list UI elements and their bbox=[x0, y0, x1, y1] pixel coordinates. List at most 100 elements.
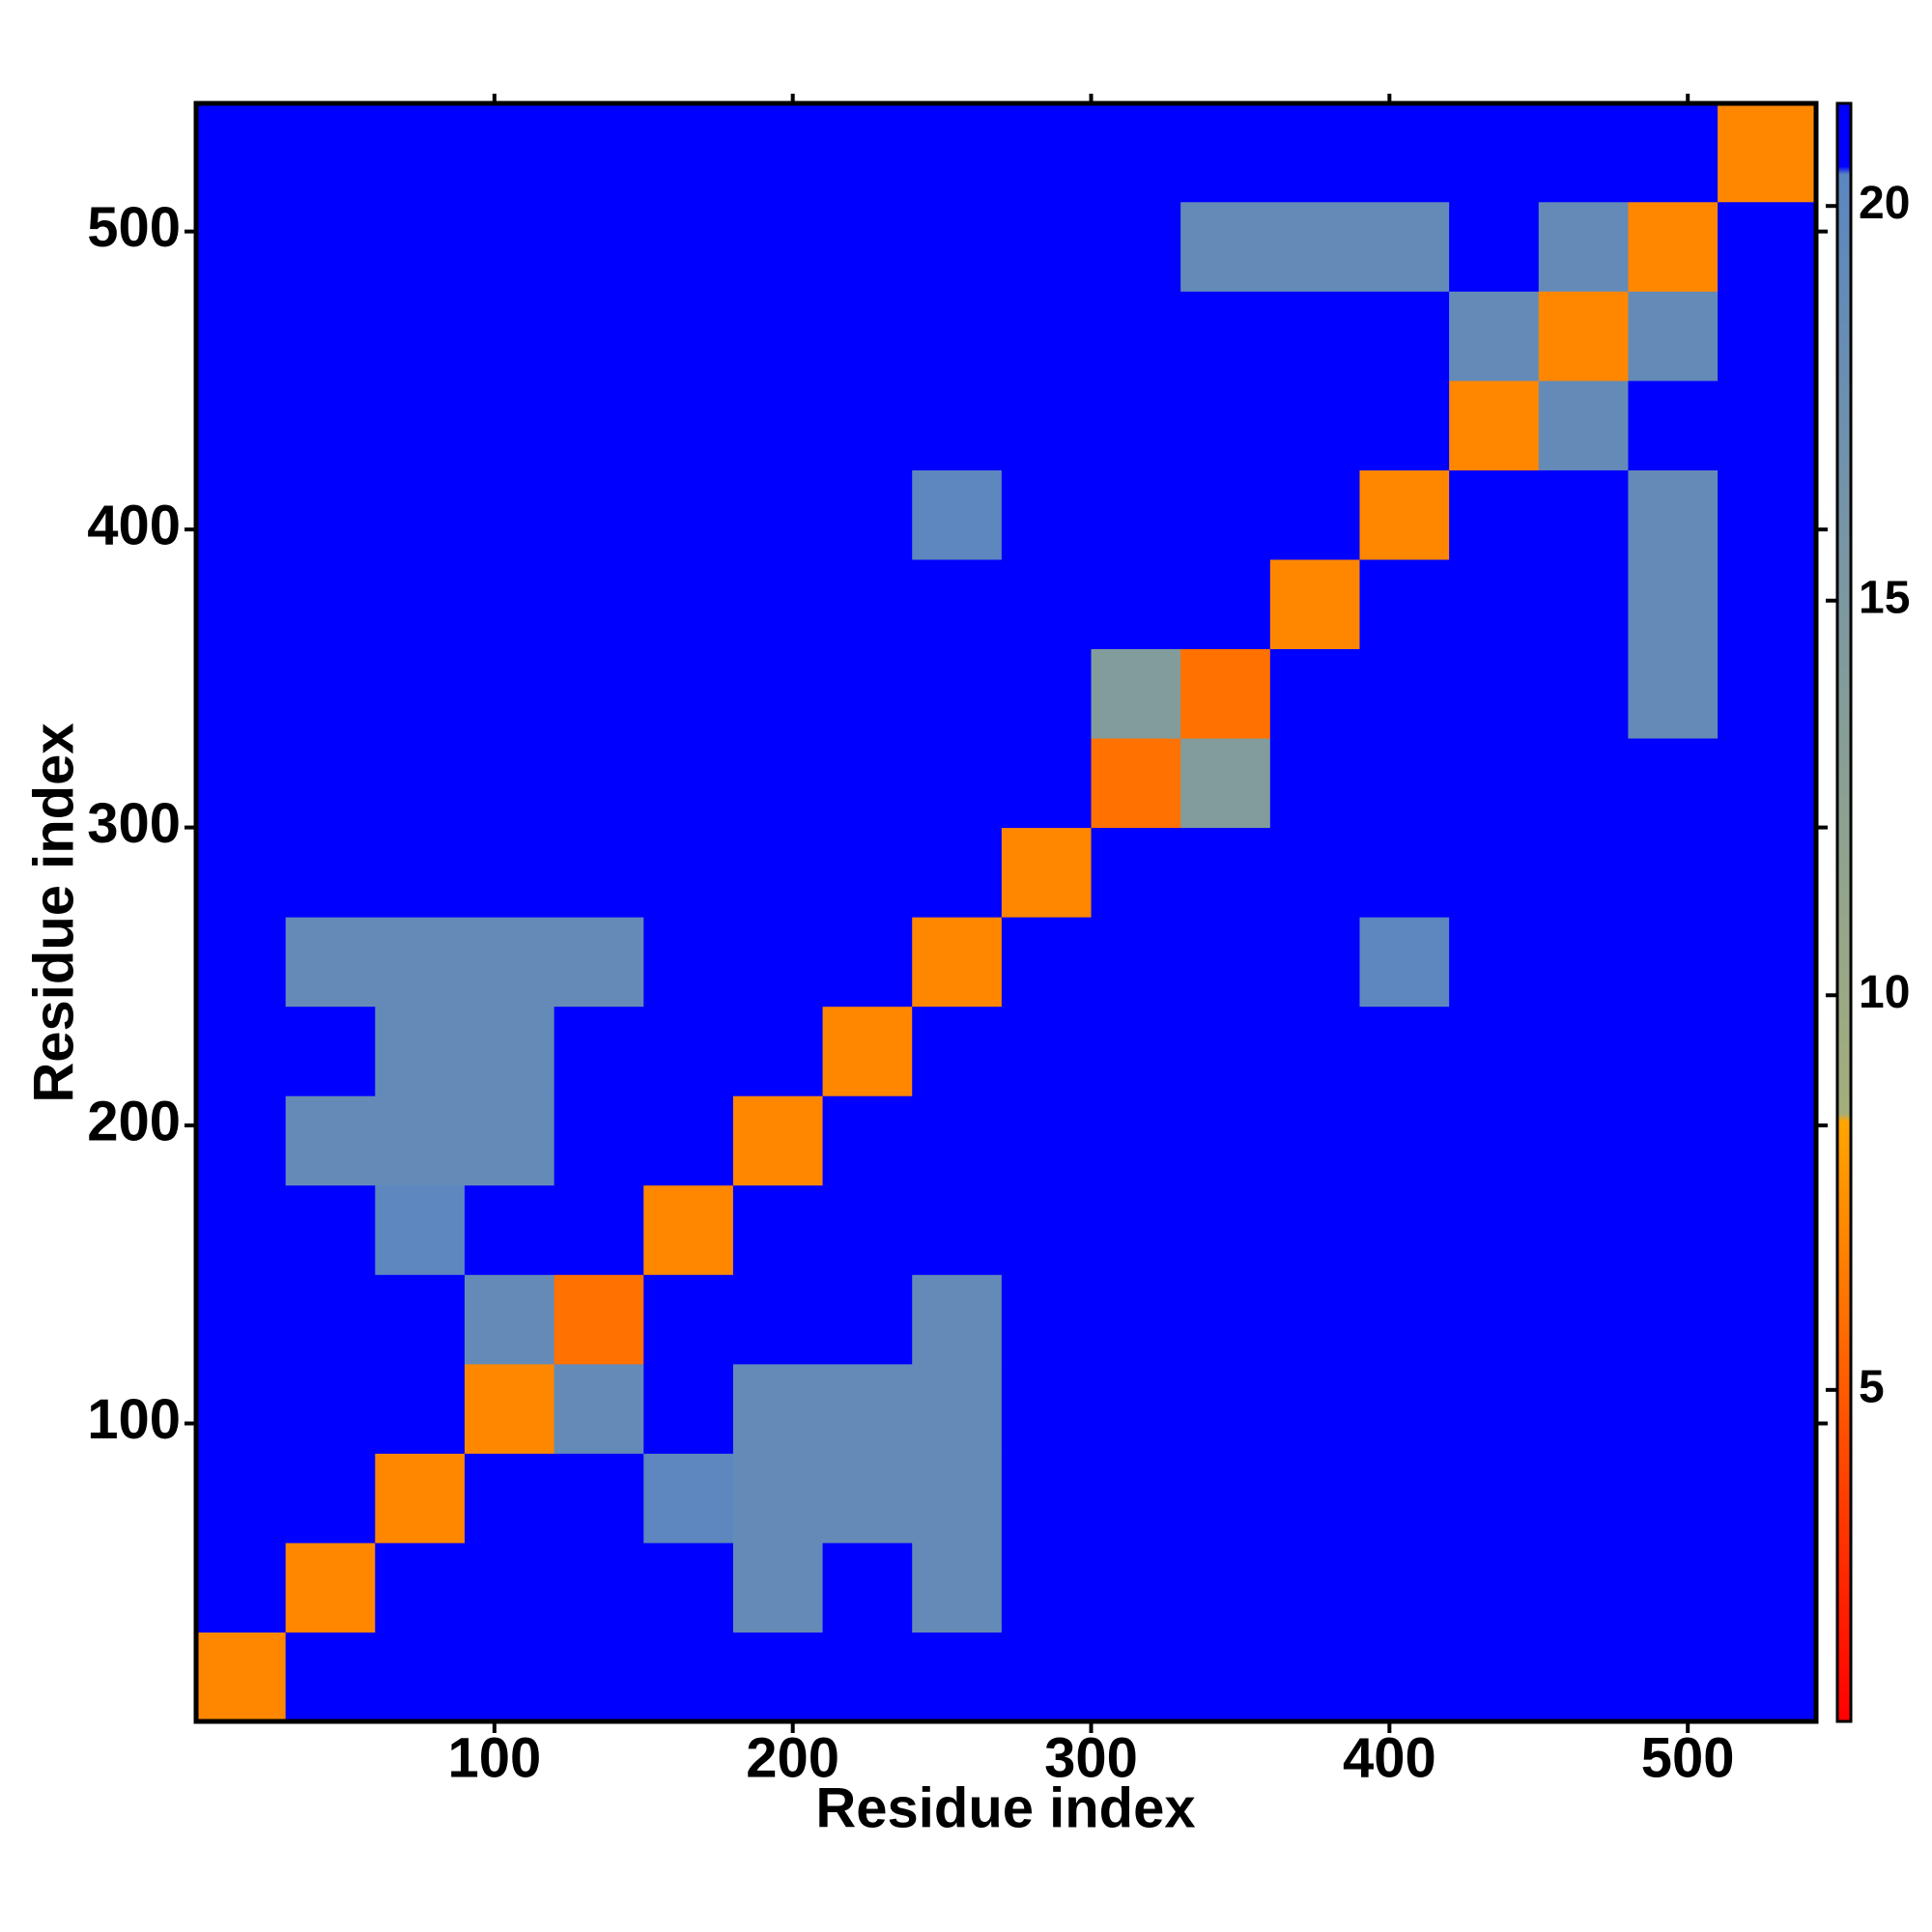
heatmap-cell bbox=[196, 1095, 287, 1186]
heatmap-cell bbox=[1718, 1274, 1817, 1365]
heatmap-cell bbox=[912, 1095, 1003, 1186]
heatmap-cell bbox=[464, 1184, 555, 1275]
heatmap-cell bbox=[643, 103, 734, 203]
heatmap-cell bbox=[375, 1274, 466, 1365]
heatmap-cell bbox=[1091, 1095, 1181, 1186]
colorbar-tick-label: 5 bbox=[1859, 1362, 1885, 1413]
x-axis-label: Residue index bbox=[815, 1776, 1195, 1839]
heatmap-cell bbox=[1538, 469, 1629, 560]
heatmap-cell bbox=[1001, 648, 1093, 739]
heatmap-cell bbox=[1628, 648, 1719, 739]
heatmap-cell bbox=[1359, 558, 1450, 650]
heatmap-cell bbox=[196, 1274, 287, 1365]
heatmap-cell bbox=[1091, 380, 1181, 470]
heatmap-cell bbox=[464, 1363, 555, 1454]
heatmap-cell bbox=[1269, 917, 1360, 1008]
heatmap-cell bbox=[1359, 827, 1450, 918]
heatmap-cell bbox=[643, 1095, 734, 1186]
heatmap-cell bbox=[1001, 103, 1093, 203]
x-tick-label: 100 bbox=[447, 1726, 541, 1789]
heatmap-cell bbox=[912, 1453, 1003, 1544]
heatmap-cell bbox=[1538, 1363, 1629, 1454]
heatmap-cell bbox=[375, 103, 466, 203]
heatmap-cell bbox=[1449, 1453, 1540, 1544]
heatmap-cell bbox=[1091, 1363, 1181, 1454]
heatmap-cell bbox=[1718, 738, 1817, 829]
heatmap-cell bbox=[822, 1363, 913, 1454]
heatmap-cell bbox=[285, 827, 376, 918]
heatmap-cell bbox=[554, 1095, 644, 1186]
colorbar-tick-label: 10 bbox=[1859, 967, 1910, 1018]
heatmap-cell bbox=[822, 1274, 913, 1365]
heatmap-cell bbox=[285, 469, 376, 560]
heatmap-cell bbox=[1001, 201, 1093, 292]
heatmap-cell bbox=[643, 1632, 734, 1722]
heatmap-cell bbox=[196, 380, 287, 470]
heatmap-cell bbox=[1538, 103, 1629, 203]
heatmap-cell bbox=[464, 827, 555, 918]
heatmap-cell bbox=[1718, 1363, 1817, 1454]
heatmap-cell bbox=[822, 1542, 913, 1633]
heatmap-cell bbox=[1269, 1095, 1360, 1186]
heatmap-cell bbox=[285, 103, 376, 203]
heatmap-cell bbox=[285, 1632, 376, 1722]
heatmap-cell bbox=[285, 1453, 376, 1544]
heatmap-cell bbox=[1269, 827, 1360, 918]
heatmap-cell bbox=[1628, 1095, 1719, 1186]
heatmap-cell bbox=[375, 1542, 466, 1633]
heatmap-cell bbox=[1538, 917, 1629, 1008]
heatmap-cell bbox=[1269, 1006, 1360, 1096]
y-tick-label: 400 bbox=[87, 494, 181, 556]
heatmap-cell bbox=[1628, 827, 1719, 918]
heatmap-cell bbox=[1628, 1184, 1719, 1275]
heatmap-cell bbox=[912, 917, 1003, 1008]
heatmap-cell bbox=[643, 738, 734, 829]
heatmap-cell bbox=[822, 917, 913, 1008]
heatmap-cell bbox=[1718, 103, 1817, 203]
heatmap-cell bbox=[732, 1006, 824, 1096]
heatmap-cell bbox=[554, 380, 644, 470]
heatmap-cell bbox=[643, 201, 734, 292]
heatmap-cell bbox=[1449, 1184, 1540, 1275]
heatmap-cell bbox=[464, 917, 555, 1008]
heatmap-cell bbox=[1269, 1542, 1360, 1633]
heatmap-cell bbox=[196, 558, 287, 650]
heatmap-cell bbox=[464, 1006, 555, 1096]
heatmap-cell bbox=[196, 469, 287, 560]
heatmap-cell bbox=[732, 738, 824, 829]
heatmap-cell bbox=[1091, 917, 1181, 1008]
heatmap-cell bbox=[1628, 1363, 1719, 1454]
heatmap-cell bbox=[1001, 827, 1093, 918]
heatmap-cell bbox=[375, 380, 466, 470]
heatmap-cell bbox=[1449, 648, 1540, 739]
y-tick-label: 500 bbox=[87, 196, 181, 259]
heatmap-cell bbox=[732, 1453, 824, 1544]
heatmap-cell bbox=[285, 291, 376, 382]
heatmap bbox=[196, 103, 1817, 1722]
heatmap-cell bbox=[1180, 291, 1271, 382]
heatmap-cell bbox=[1001, 1453, 1093, 1544]
heatmap-cell bbox=[196, 648, 287, 739]
heatmap-cell bbox=[1001, 1095, 1093, 1186]
heatmap-cell bbox=[196, 201, 287, 292]
heatmap-cell bbox=[464, 201, 555, 292]
heatmap-cell bbox=[196, 827, 287, 918]
heatmap-cell bbox=[732, 201, 824, 292]
heatmap-cell bbox=[196, 738, 287, 829]
heatmap-cell bbox=[912, 1363, 1003, 1454]
y-axis-label: Residue index bbox=[22, 723, 85, 1102]
heatmap-cell bbox=[1628, 1006, 1719, 1096]
heatmap-cell bbox=[1628, 103, 1719, 203]
heatmap-cell bbox=[732, 1363, 824, 1454]
heatmap-cell bbox=[822, 1632, 913, 1722]
heatmap-cell bbox=[732, 380, 824, 470]
heatmap-cell bbox=[912, 648, 1003, 739]
heatmap-cell bbox=[1091, 1184, 1181, 1275]
heatmap-cell bbox=[464, 1453, 555, 1544]
heatmap-cell bbox=[1001, 469, 1093, 560]
heatmap-cell bbox=[1628, 558, 1719, 650]
heatmap-cell bbox=[1359, 291, 1450, 382]
heatmap-cell bbox=[912, 201, 1003, 292]
heatmap-cell bbox=[554, 469, 644, 560]
heatmap-cell bbox=[643, 1006, 734, 1096]
